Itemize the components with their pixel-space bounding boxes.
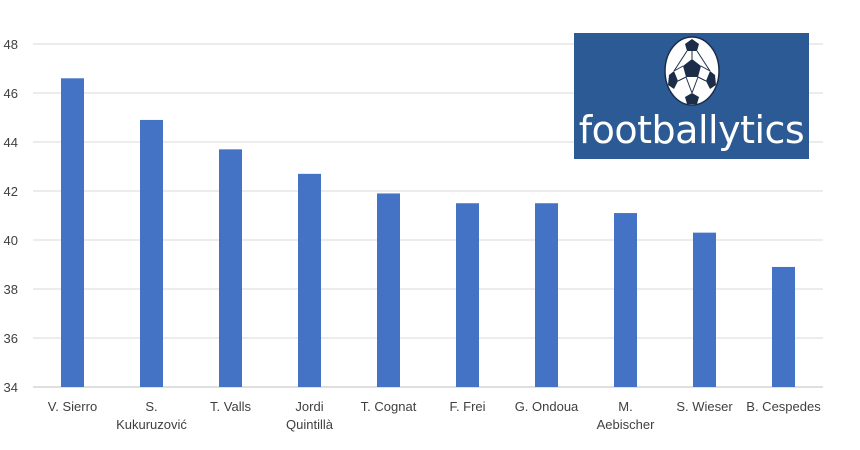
logo-wordmark: footballytics [578,108,805,152]
y-tick-label: 48 [4,37,18,52]
soccer-ball-icon [664,36,720,106]
x-category-label: G. Ondoua [515,399,579,414]
bar [614,213,637,387]
bar [456,203,479,387]
x-category-label: V. Sierro [48,399,97,414]
bar [377,193,400,387]
bars [61,78,795,388]
x-category-label: M. Aebischer [597,399,655,432]
x-category-label: Jordi Quintillà [286,399,334,432]
x-axis-category-labels: V. Sierro S. Kukuruzović T. Valls Jordi Quint… [48,399,821,432]
y-tick-label: 46 [4,86,18,101]
bar [772,266,795,387]
x-category-label: F. Frei [449,399,485,414]
bar [61,78,84,388]
y-tick-label: 38 [4,282,18,297]
x-category-label: S. Kukuruzović [116,399,187,432]
y-tick-label: 44 [4,135,18,150]
y-tick-label: 40 [4,233,18,248]
bar [298,173,321,387]
bar [140,119,163,387]
x-category-label: T. Valls [210,399,251,414]
bar [693,232,716,387]
x-category-label: T. Cognat [361,399,417,414]
x-category-label: S. Wieser [676,399,733,414]
bar [219,149,242,387]
y-tick-label: 34 [4,380,18,395]
bar [535,203,558,387]
y-axis-tick-labels: 34 36 38 40 42 44 46 48 [4,37,18,395]
footballytics-logo: footballytics [574,33,809,159]
y-tick-label: 42 [4,184,18,199]
x-category-label: B. Cespedes [746,399,821,414]
y-tick-label: 36 [4,331,18,346]
gridlines [33,43,823,388]
